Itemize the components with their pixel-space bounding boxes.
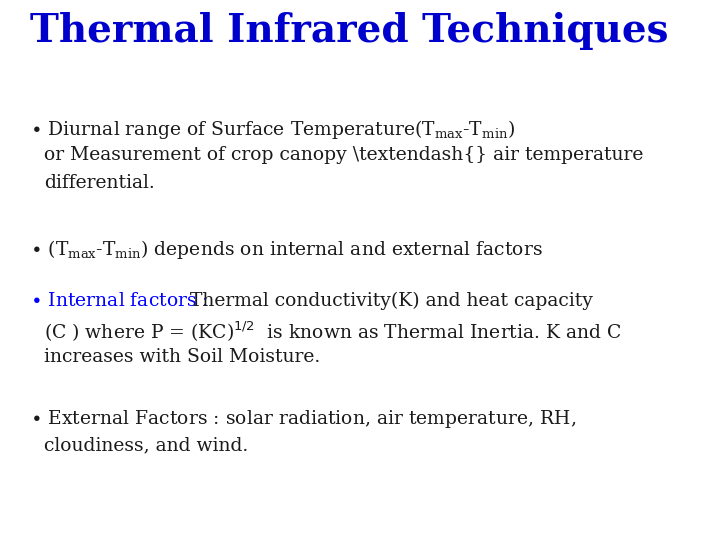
Text: $\bullet$ Internal factors :: $\bullet$ Internal factors : bbox=[30, 292, 210, 310]
Text: Thermal Infrared Techniques: Thermal Infrared Techniques bbox=[30, 12, 668, 50]
Text: or Measurement of crop canopy \textendash{} air temperature: or Measurement of crop canopy \textendas… bbox=[44, 146, 644, 164]
Text: differential.: differential. bbox=[44, 174, 155, 192]
Text: Thermal conductivity(K) and heat capacity: Thermal conductivity(K) and heat capacit… bbox=[190, 292, 593, 310]
Text: $\bullet$ Diurnal range of Surface Temperature(T$_{\mathregular{max}}$-T$_{\math: $\bullet$ Diurnal range of Surface Tempe… bbox=[30, 118, 515, 141]
Text: increases with Soil Moisture.: increases with Soil Moisture. bbox=[44, 348, 320, 366]
Text: $\bullet$ (T$_{\mathregular{max}}$-T$_{\mathregular{min}}$) depends on internal : $\bullet$ (T$_{\mathregular{max}}$-T$_{\… bbox=[30, 238, 543, 261]
Text: (C ) where P = (KC)$^{1/2}$  is known as Thermal Inertia. K and C: (C ) where P = (KC)$^{1/2}$ is known as … bbox=[44, 320, 622, 345]
Text: cloudiness, and wind.: cloudiness, and wind. bbox=[44, 436, 248, 454]
Text: $\bullet$ External Factors : solar radiation, air temperature, RH,: $\bullet$ External Factors : solar radia… bbox=[30, 408, 576, 430]
